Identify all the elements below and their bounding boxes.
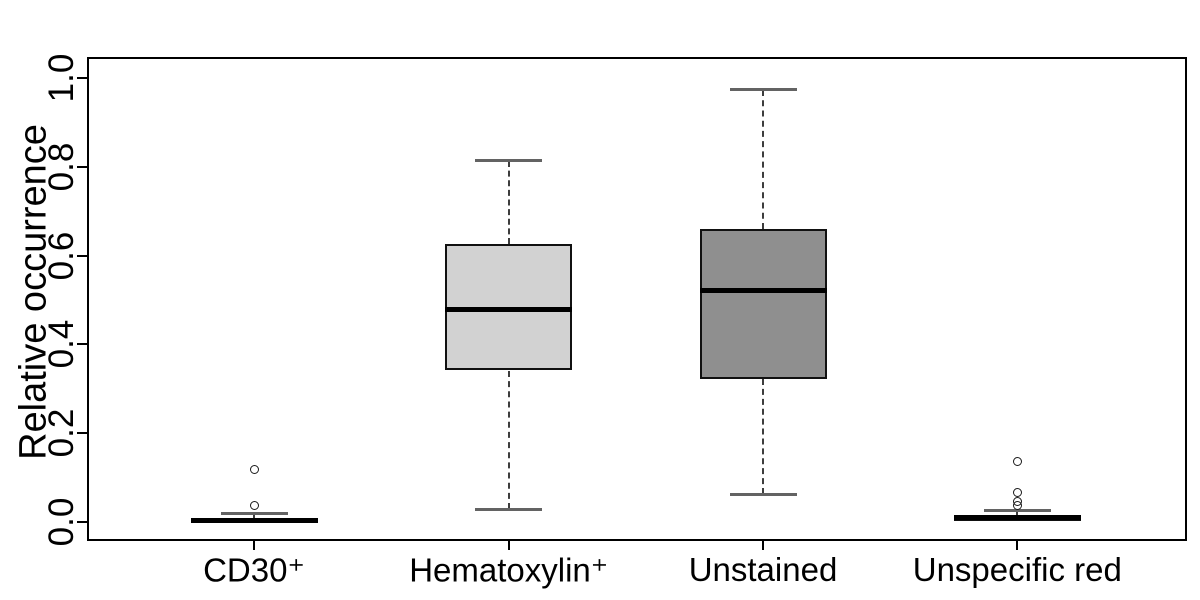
x-axis-tick: [762, 541, 764, 550]
whisker-cap: [220, 511, 288, 515]
whisker-cap: [475, 159, 543, 163]
x-category-label: Unstained: [688, 551, 838, 588]
x-axis-tick: [1016, 541, 1019, 550]
whisker-line: [762, 89, 764, 230]
y-axis-tick-label: 0.0: [42, 497, 81, 547]
whisker-cap: [729, 88, 797, 92]
whisker-cap: [983, 509, 1051, 513]
median-line: [445, 307, 573, 313]
whisker-cap: [475, 507, 543, 511]
x-category-label: Hematoxylin⁺: [409, 551, 609, 589]
boxplot-box: [699, 229, 827, 379]
y-axis-tick-label: 0.2: [42, 408, 81, 458]
x-axis-tick: [253, 541, 255, 550]
y-axis-tick-label: 0.4: [42, 320, 81, 369]
y-axis-tick-label: 0.8: [42, 142, 81, 192]
x-category-label: CD30⁺: [203, 551, 305, 589]
whisker-line: [762, 378, 764, 495]
median-line: [699, 288, 827, 294]
y-axis-tick-label: 0.6: [42, 231, 81, 280]
whisker-line: [507, 370, 510, 510]
outlier-point: [249, 464, 259, 474]
y-axis-tick: [77, 77, 87, 80]
whisker-cap: [729, 492, 797, 496]
y-axis-tick: [77, 254, 87, 257]
outlier-point: [249, 501, 259, 511]
y-axis-tick: [77, 165, 87, 168]
y-axis-tick: [77, 520, 87, 523]
whisker-line: [507, 160, 510, 245]
outlier-point: [1012, 457, 1022, 467]
median-line: [953, 515, 1081, 521]
x-axis-tick: [507, 541, 510, 550]
whisker-line: [253, 513, 255, 518]
y-axis-tick: [77, 432, 87, 435]
x-category-label: Unspecific red: [912, 551, 1122, 588]
median-line: [190, 517, 318, 523]
y-axis-tick-label: 1.0: [42, 53, 81, 103]
y-axis-tick: [77, 343, 87, 346]
outlier-point: [1012, 496, 1022, 506]
outlier-point: [1012, 488, 1022, 498]
whisker-line: [1016, 510, 1019, 515]
plot-area: [87, 57, 1187, 541]
